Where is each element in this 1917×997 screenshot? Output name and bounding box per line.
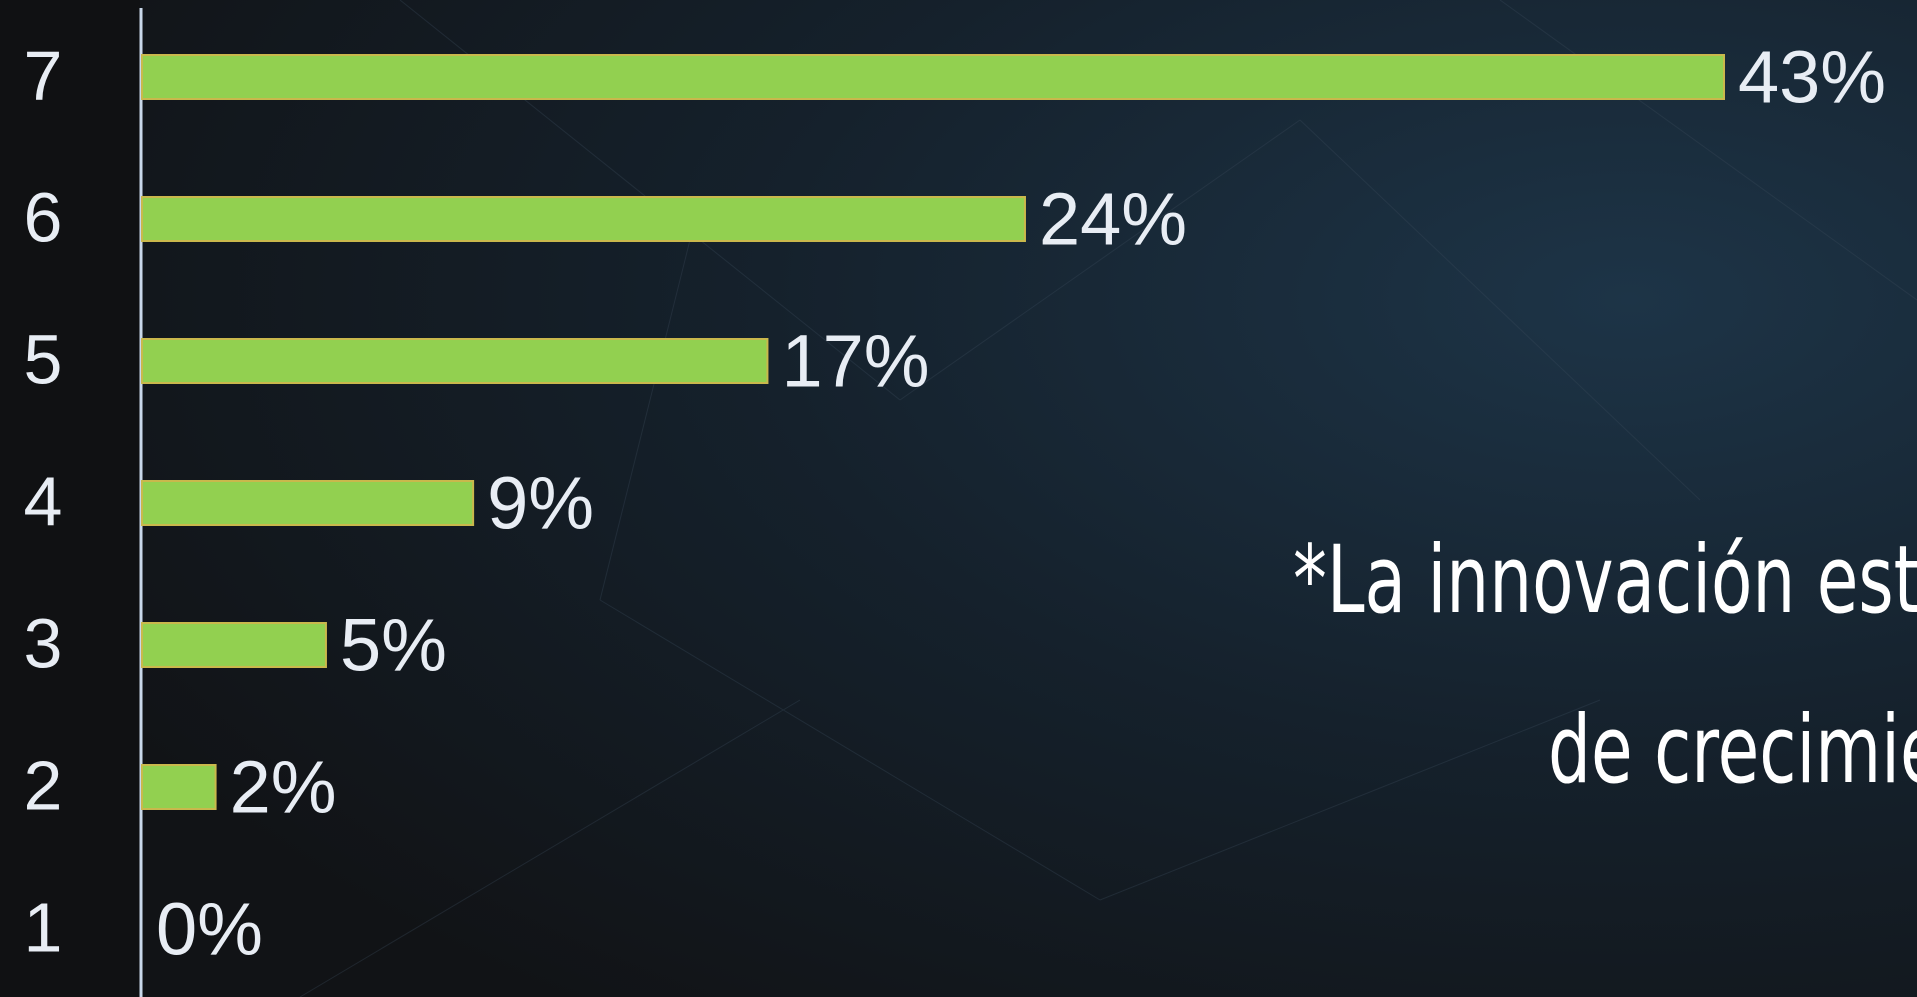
category-label: 3	[24, 604, 63, 682]
category-label: 7	[24, 36, 63, 114]
value-label: 2%	[230, 746, 337, 829]
bar	[141, 480, 475, 526]
value-label: 17%	[781, 320, 929, 403]
bar	[141, 622, 327, 668]
bar	[141, 338, 769, 384]
category-label: 4	[24, 462, 63, 540]
label-panel	[0, 0, 140, 997]
category-label: 5	[24, 320, 63, 398]
bar	[141, 54, 1725, 100]
annotation: de crecimie	[1548, 696, 1917, 805]
value-label: 0%	[156, 888, 263, 971]
category-label: 1	[24, 888, 63, 966]
value-label: 24%	[1039, 178, 1187, 261]
bar	[141, 764, 217, 810]
category-label: 6	[24, 178, 63, 256]
bar	[141, 196, 1026, 242]
category-label: 2	[24, 746, 63, 824]
value-label: 9%	[487, 462, 594, 545]
value-label: 43%	[1738, 36, 1886, 119]
value-label: 5%	[340, 604, 447, 687]
annotation: *La innovación est	[1293, 526, 1917, 635]
